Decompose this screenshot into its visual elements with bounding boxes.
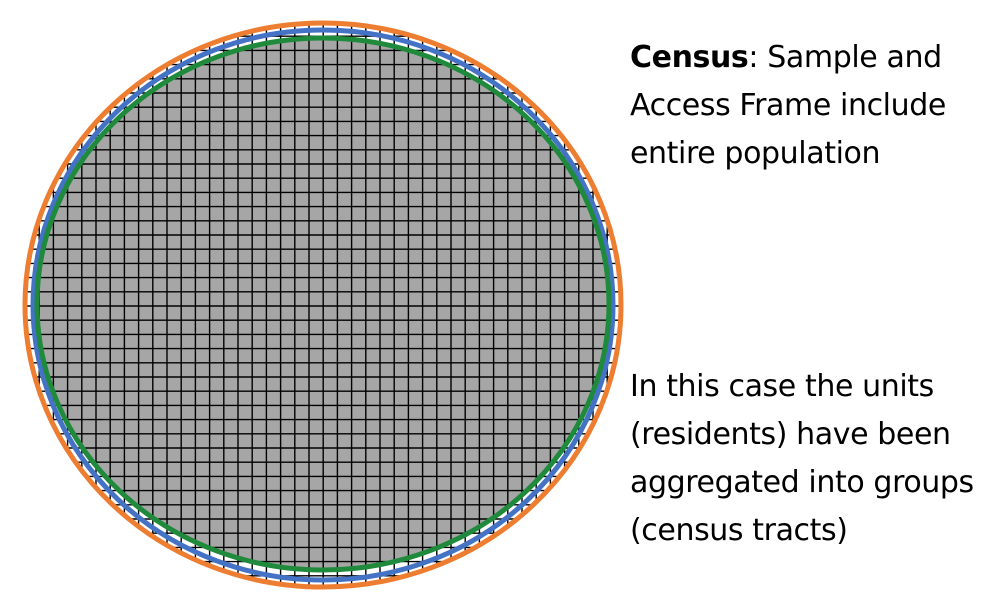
note-line-1: In this case the units [630,369,934,404]
census-caption: Census: Sample and Access Frame include … [630,34,985,178]
note-line-3: aggregated into groups [630,465,974,500]
units-note-caption: In this case the units (residents) have … [630,363,992,555]
note-line-4: (census tracts) [630,513,848,548]
census-caption-line-3: entire population [630,136,881,171]
census-diagram [22,20,624,590]
census-term: Census [630,40,749,75]
access-frame-ring [30,27,616,583]
sample-ring [34,35,612,573]
population-ring [22,20,624,590]
note-line-2: (residents) have been [630,417,951,452]
census-caption-rest-1: : Sample and [748,40,942,75]
census-caption-line-2: Access Frame include [630,88,946,123]
